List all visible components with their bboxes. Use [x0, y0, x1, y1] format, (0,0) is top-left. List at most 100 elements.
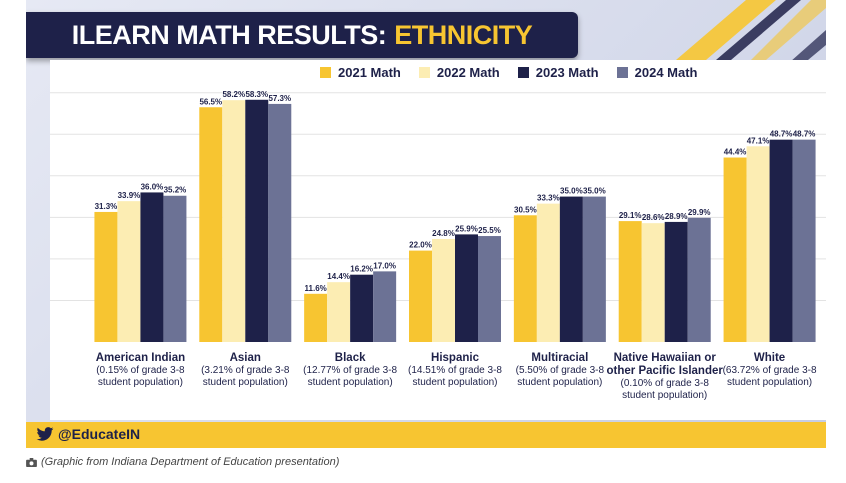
- legend-swatch: [320, 67, 331, 78]
- data-label: 44.4%: [724, 148, 747, 157]
- category-name: Multiracial: [531, 352, 589, 364]
- category-population: (3.21% of grade 3-8 student population): [201, 365, 290, 388]
- data-label: 29.9%: [688, 208, 711, 217]
- title-bar: ILEARN MATH RESULTS: ETHNICITY: [26, 12, 578, 58]
- title-accent: ETHNICITY: [394, 19, 533, 50]
- category-label: Asian (3.21% of grade 3-8 student populat…: [185, 352, 305, 389]
- category-label: White (63.72% of grade 3-8 student popula…: [710, 352, 826, 389]
- category-name: Native Hawaiian or other Pacific Islande…: [606, 352, 723, 377]
- category-label: Native Hawaiian or other Pacific Islande…: [605, 352, 725, 402]
- bar-chart: 31.3%33.9%36.0% 35.2% 56.5%58.2% 58.3% 57.3%…: [50, 90, 826, 342]
- bar: [478, 236, 501, 342]
- legend-swatch: [517, 67, 529, 78]
- data-label: 14.4%: [327, 272, 350, 281]
- bar: [618, 221, 642, 342]
- caption-text: (Graphic from Indiana Department of Educ…: [41, 456, 340, 468]
- bar: [268, 103, 292, 342]
- bar: [222, 100, 246, 342]
- legend-item: 2022 Math: [418, 65, 500, 80]
- category-label: Hispanic (14.51% of grade 3-8 student pop…: [395, 352, 515, 389]
- data-label: 35.0%: [583, 187, 606, 196]
- title-main: ILEARN MATH RESULTS:: [71, 19, 387, 50]
- bar: [536, 203, 560, 342]
- bar: [664, 221, 688, 342]
- legend-label: 2022 Math: [436, 65, 500, 80]
- slide-background: ILEARN MATH RESULTS: ETHNICITY 31.3% 33.9…: [26, 0, 826, 448]
- legend-label: 2023 Math: [535, 65, 599, 80]
- legend: 2021 Math 2022 Math 2023 Math 2024 Math: [320, 65, 698, 80]
- chart-panel: 31.3% 33.9% 36.0% 35.2% 56.5% 58.2% 58.3% 57.3%…: [50, 60, 826, 420]
- data-label: 35.0%: [560, 187, 583, 196]
- category-name: Asian: [229, 352, 261, 364]
- data-label: 58.2%: [222, 90, 245, 99]
- photo-caption: (Graphic from Indiana Department of Educ…: [26, 456, 339, 468]
- category-population: (0.15% of grade 3-8 student population): [96, 365, 185, 388]
- category-population: (0.10% of grade 3-8 student population): [620, 378, 709, 401]
- twitter-bird-icon: [36, 427, 54, 441]
- category-label: Black (12.77% of grade 3-8 student popula…: [290, 352, 410, 389]
- legend-item: 2024 Math: [616, 65, 698, 80]
- data-label: 48.7%: [793, 130, 816, 139]
- data-label: 28.9%: [665, 212, 688, 221]
- data-label: 48.7%: [770, 130, 793, 139]
- category-name: White: [753, 352, 786, 364]
- data-label: 29.1%: [619, 211, 642, 220]
- data-label: 36.0%: [141, 182, 164, 191]
- bar: [582, 196, 606, 342]
- bar: [746, 146, 770, 342]
- bar: [769, 139, 793, 342]
- category-population: (14.51% of grade 3-8 student population): [408, 365, 502, 388]
- category-population: (12.77% of grade 3-8 student population): [303, 365, 398, 388]
- legend-swatch: [418, 67, 430, 78]
- data-label: 11.6%: [305, 284, 327, 293]
- legend-label: 2021 Math: [338, 65, 401, 80]
- data-label: 24.8%: [432, 229, 455, 238]
- handle-text: @EducateIN: [58, 426, 141, 442]
- category-population: (5.50% of grade 3-8 student population): [515, 365, 605, 388]
- bar: [723, 157, 747, 342]
- category-label: Multiracial (5.50% of grade 3-8 student p…: [500, 352, 620, 389]
- data-label: 57.3%: [268, 94, 291, 103]
- twitter-handle[interactable]: @EducateIN: [36, 426, 140, 442]
- bar: [513, 215, 537, 342]
- bar: [350, 274, 374, 342]
- category-name: Hispanic: [431, 352, 479, 364]
- data-label: 33.3%: [537, 194, 560, 203]
- bar: [199, 107, 223, 342]
- bar: [641, 223, 665, 342]
- category-name: Black: [334, 352, 366, 364]
- legend-item: 2021 Math: [320, 65, 401, 80]
- bar: [304, 293, 328, 342]
- data-label: 17.0%: [373, 261, 396, 270]
- bar: [117, 201, 141, 342]
- legend-swatch: [616, 67, 628, 78]
- bar: [373, 271, 397, 342]
- bar: [792, 139, 816, 342]
- bar: [327, 282, 351, 342]
- data-label: 47.1%: [747, 136, 770, 145]
- data-label: 58.3%: [245, 90, 268, 99]
- bar: [455, 234, 478, 342]
- category-label: American Indian (0.15% of grade 3-8 stude…: [80, 352, 200, 389]
- bar: [409, 250, 432, 342]
- data-label: 22.0%: [409, 241, 432, 250]
- data-label: 31.3%: [95, 202, 118, 211]
- bar: [687, 217, 711, 342]
- data-label: 35.2%: [164, 186, 187, 195]
- category-population: (63.72% of grade 3-8 student population): [722, 365, 817, 388]
- data-label: 30.5%: [514, 205, 537, 214]
- camera-icon: [26, 457, 37, 467]
- footer-bar: @EducateIN: [26, 422, 826, 448]
- data-label: 33.9%: [118, 191, 141, 200]
- bar: [140, 192, 164, 342]
- legend-item: 2023 Math: [517, 65, 599, 80]
- bar: [94, 211, 118, 342]
- category-name: American Indian: [95, 352, 186, 364]
- bar: [559, 196, 583, 342]
- data-label: 16.2%: [350, 265, 373, 274]
- data-label: 28.6%: [642, 213, 665, 222]
- data-label: 25.5%: [478, 226, 501, 235]
- bar: [432, 238, 455, 342]
- data-label: 56.5%: [199, 97, 222, 106]
- data-label: 25.9%: [455, 224, 478, 233]
